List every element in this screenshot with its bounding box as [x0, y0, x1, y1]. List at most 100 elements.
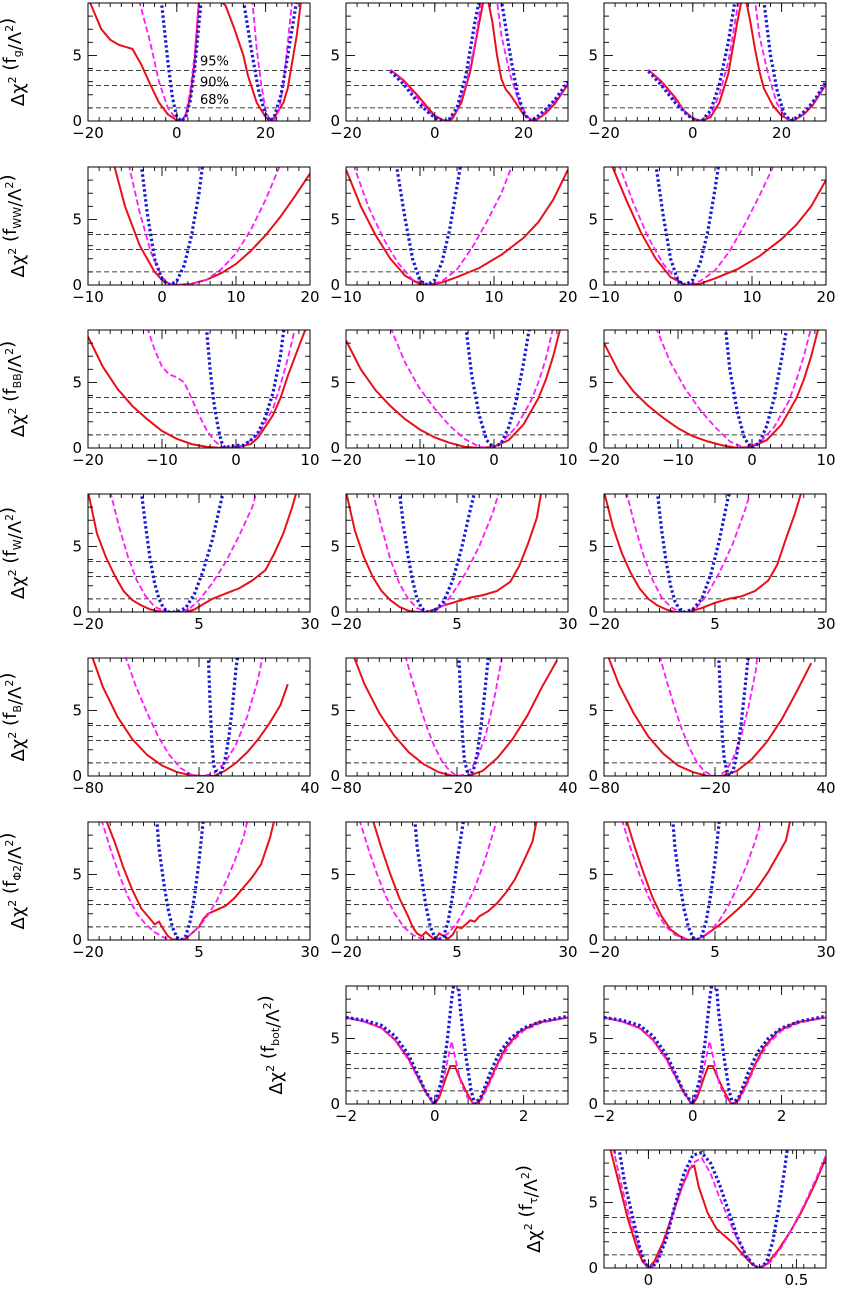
- plot-frame: [345, 329, 569, 449]
- curve-blue-bot: [346, 986, 568, 1104]
- curve-blue-bb: [464, 330, 531, 448]
- curve-blue-w: [655, 494, 732, 612]
- x-tick-label: −20: [588, 615, 620, 633]
- panel-bb-1: −20 −10 0 10 0 5: [330, 329, 578, 469]
- x-tick-label: 10: [226, 288, 245, 306]
- curve-magenta-b: [404, 658, 503, 776]
- x-tick-label: −20: [330, 451, 362, 469]
- y-tick-label: 5: [330, 1029, 340, 1047]
- plot-frame: [87, 166, 311, 286]
- y-tick-label: 5: [588, 537, 598, 555]
- x-tick-label: −20: [699, 779, 731, 797]
- curve-blue-b: [206, 658, 240, 776]
- y-tick-label: 5: [72, 373, 82, 391]
- curve-blue-g: [159, 3, 298, 121]
- plot-frame: [603, 2, 827, 122]
- plot-frame: [345, 493, 569, 613]
- curve-magenta-bb: [390, 330, 554, 448]
- x-tick-label: −20: [330, 943, 362, 961]
- x-tick-label: −20: [441, 779, 473, 797]
- x-tick-label: −80: [588, 779, 620, 797]
- x-tick-label: 30: [816, 615, 835, 633]
- curve-blue-ww: [654, 167, 720, 285]
- x-tick-label: −10: [146, 451, 178, 469]
- y-tick-label: 5: [588, 210, 598, 228]
- x-tick-label: 0: [172, 124, 182, 142]
- x-tick-label: −20: [330, 615, 362, 633]
- x-tick-label: −10: [662, 451, 694, 469]
- panel-tau-2: 0 0.5 0 5 Δχ2 (fτ/Λ2): [513, 1149, 827, 1289]
- x-tick-label: −10: [404, 451, 436, 469]
- curve-magenta-bot: [346, 1016, 568, 1104]
- panel-bb-0: −20 −10 0 10 0 5 Δχ2 (fBB/Λ2): [0, 329, 320, 469]
- x-tick-label: 40: [816, 779, 835, 797]
- curve-magenta-bb: [655, 330, 812, 448]
- panel-b-0: −80 −20 40 0 5 Δχ2 (fB/Λ2): [0, 657, 320, 797]
- x-tick-label: 5: [710, 943, 720, 961]
- y-tick-label: 0: [72, 603, 82, 621]
- x-tick-label: 0: [157, 288, 167, 306]
- y-axis-label: Δχ2 (fτ/Λ2): [513, 1165, 545, 1253]
- curve-red-tau: [609, 1150, 826, 1268]
- x-tick-label: 30: [300, 615, 319, 633]
- x-tick-label: 0: [231, 451, 241, 469]
- y-tick-label: 0: [588, 112, 598, 130]
- panel-w-0: −20 5 30 0 5 Δχ2 (fW/Λ2): [0, 493, 320, 633]
- y-tick-label: 0: [588, 439, 598, 457]
- x-tick-label: −20: [72, 943, 104, 961]
- curve-blue-b: [457, 658, 490, 776]
- curve-blue-ww: [395, 167, 462, 285]
- curve-blue-ww: [140, 167, 204, 285]
- x-tick-label: −20: [588, 451, 620, 469]
- x-tick-label: 40: [558, 779, 577, 797]
- curve-blue-phi2: [413, 822, 465, 940]
- y-tick-label: 5: [72, 537, 82, 555]
- plot-frame: [345, 2, 569, 122]
- x-tick-label: 0: [415, 288, 425, 306]
- y-tick-label: 5: [330, 865, 340, 883]
- plot-frame: [87, 493, 311, 613]
- x-tick-label: 2: [519, 1107, 529, 1125]
- confidence-label-90%: 90%: [200, 75, 229, 90]
- curve-magenta-tau: [612, 1150, 826, 1268]
- x-tick-label: 0: [489, 451, 499, 469]
- plot-frame: [345, 985, 569, 1105]
- curve-red-b: [91, 658, 289, 776]
- x-tick-label: −80: [330, 779, 362, 797]
- curve-red-w: [88, 494, 297, 612]
- y-tick-label: 5: [72, 210, 82, 228]
- curve-magenta-phi2: [101, 822, 249, 940]
- y-tick-label: 0: [330, 112, 340, 130]
- y-tick-label: 5: [330, 210, 340, 228]
- y-tick-label: 5: [588, 1029, 598, 1047]
- x-tick-label: −2: [335, 1107, 357, 1125]
- plot-frame: [603, 985, 827, 1105]
- x-tick-label: −20: [588, 943, 620, 961]
- y-axis-label: Δχ2 (fΦ2/Λ2): [0, 833, 29, 930]
- curve-red-ww: [346, 169, 568, 285]
- x-tick-label: 2: [777, 1107, 787, 1125]
- panel-bot-2: −2 0 205: [588, 985, 827, 1125]
- curve-blue-bot: [604, 986, 826, 1104]
- panel-b-2: −80 −20 40 0 5: [588, 657, 836, 797]
- y-tick-label: 5: [588, 701, 598, 719]
- x-tick-label: 30: [300, 943, 319, 961]
- x-tick-label: 40: [300, 779, 319, 797]
- y-tick-label: 0: [588, 931, 598, 949]
- y-tick-label: 5: [72, 46, 82, 64]
- x-tick-label: 20: [300, 288, 319, 306]
- y-axis-label: Δχ2 (fWW/Λ2): [0, 175, 29, 278]
- curve-magenta-w: [109, 494, 257, 612]
- curve-blue-b: [717, 658, 750, 776]
- y-tick-label: 0: [588, 1259, 598, 1277]
- panel-phi2-0: −20 5 30 0 5 Δχ2 (fΦ2/Λ2): [0, 821, 320, 961]
- y-tick-label: 0: [72, 931, 82, 949]
- curve-blue-phi2: [155, 822, 205, 940]
- x-tick-label: 10: [558, 451, 577, 469]
- x-tick-label: 20: [816, 288, 835, 306]
- y-axis-label: Δχ2 (fB/Λ2): [0, 673, 29, 762]
